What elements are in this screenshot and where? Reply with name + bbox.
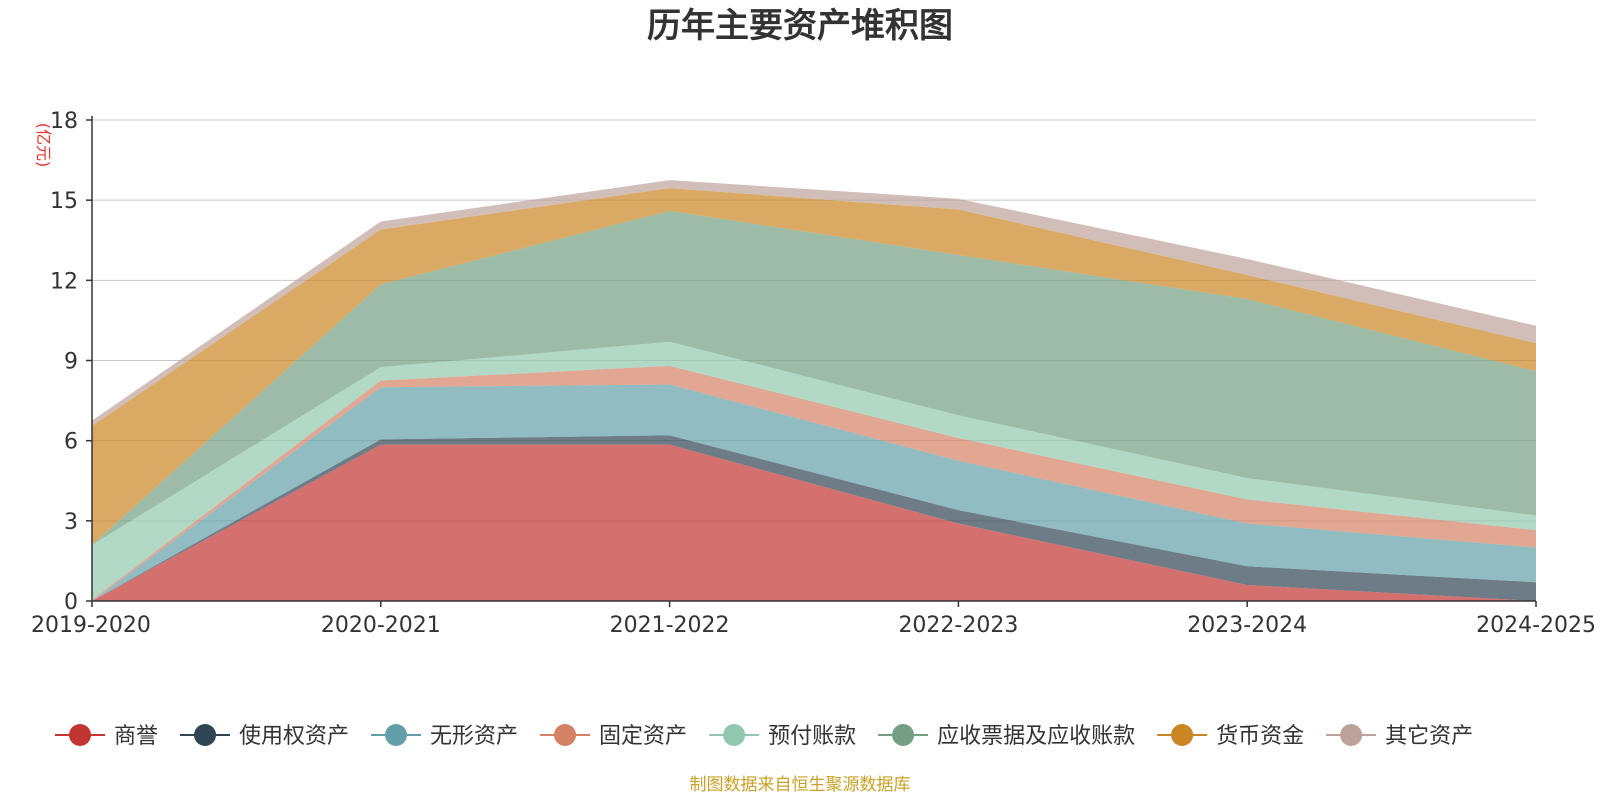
legend-item-2[interactable]: 使用权资产 xyxy=(180,724,349,749)
legend-label: 预付账款 xyxy=(768,724,856,749)
legend[interactable]: 商誉 使用权资产 无形资产 固定资产 预付账款 应收票据及应收账款 货币资金 其它资产 xyxy=(55,724,1473,749)
y-tick-label: 15 xyxy=(50,189,78,214)
chart-title: 历年主要资产堆积图 xyxy=(647,6,953,46)
area-series-4[interactable] xyxy=(92,365,1536,601)
y-tick-label: 9 xyxy=(64,350,78,375)
legend-marker-icon xyxy=(723,724,746,746)
legend-marker-icon xyxy=(194,724,217,746)
x-tick-label: 2023-2024 xyxy=(1187,613,1307,638)
legend-label: 使用权资产 xyxy=(239,724,349,749)
legend-item-8[interactable]: 其它资产 xyxy=(1326,724,1473,749)
area-series-5[interactable] xyxy=(92,341,1536,600)
legend-item-5[interactable]: 预付账款 xyxy=(709,724,856,749)
y-tick-label: 18 xyxy=(50,109,78,134)
legend-marker-icon xyxy=(892,724,915,746)
legend-item-7[interactable]: 货币资金 xyxy=(1157,724,1304,749)
legend-item-6[interactable]: 应收票据及应收账款 xyxy=(878,724,1135,749)
x-tick-label: 2022-2023 xyxy=(898,613,1018,638)
x-tick-label: 2021-2022 xyxy=(610,613,730,638)
legend-marker-icon xyxy=(1171,724,1194,746)
legend-item-4[interactable]: 固定资产 xyxy=(540,724,687,749)
area-series-2[interactable] xyxy=(92,435,1536,601)
legend-marker-icon xyxy=(554,724,577,746)
y-tick-label: 6 xyxy=(64,430,78,455)
axes: 0 3 6 9 12 15 18 2019-2020 2020-2021 2021-2022 202… xyxy=(31,109,1596,638)
x-tick-label: 2019-2020 xyxy=(31,613,151,638)
legend-label: 货币资金 xyxy=(1216,724,1304,749)
y-tick-label: 0 xyxy=(64,590,78,615)
x-tick-label: 2020-2021 xyxy=(321,613,441,638)
data-source-note: 制图数据来自恒生聚源数据库 xyxy=(690,775,911,795)
legend-label: 商誉 xyxy=(114,724,158,749)
legend-item-3[interactable]: 无形资产 xyxy=(371,724,518,749)
area-series-6[interactable] xyxy=(92,210,1536,545)
legend-label: 应收票据及应收账款 xyxy=(937,724,1135,749)
legend-marker-icon xyxy=(385,724,408,746)
legend-marker-icon xyxy=(1340,724,1363,746)
area-series-3[interactable] xyxy=(92,384,1536,601)
y-axis-unit-label: (亿元) xyxy=(34,123,53,168)
y-tick-label: 3 xyxy=(64,510,78,535)
y-tick-label: 12 xyxy=(50,269,78,294)
legend-label: 其它资产 xyxy=(1385,724,1473,749)
legend-label: 无形资产 xyxy=(430,724,518,749)
x-tick-label: 2024-2025 xyxy=(1476,613,1596,638)
legend-marker-icon xyxy=(69,724,91,746)
legend-label: 固定资产 xyxy=(599,724,687,749)
area-series-layer xyxy=(92,180,1536,601)
area-series-7[interactable] xyxy=(92,188,1536,545)
area-series-1[interactable] xyxy=(92,444,1536,601)
legend-item-1[interactable]: 商誉 xyxy=(55,724,158,749)
